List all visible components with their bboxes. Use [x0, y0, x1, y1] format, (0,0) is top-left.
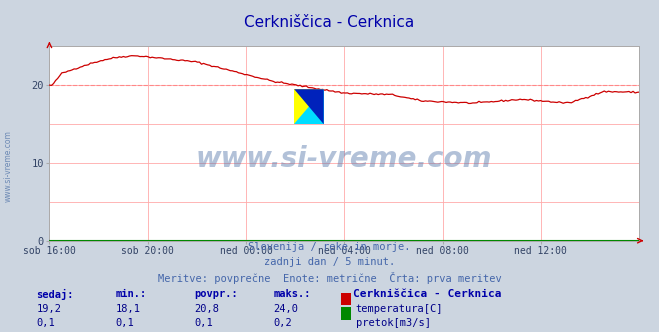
- Text: 0,1: 0,1: [36, 318, 55, 328]
- Text: Cerkniščica - Cerknica: Cerkniščica - Cerknica: [353, 289, 501, 299]
- Text: www.si-vreme.com: www.si-vreme.com: [4, 130, 13, 202]
- Text: zadnji dan / 5 minut.: zadnji dan / 5 minut.: [264, 257, 395, 267]
- Text: Cerkniščica - Cerknica: Cerkniščica - Cerknica: [244, 15, 415, 30]
- Text: www.si-vreme.com: www.si-vreme.com: [196, 145, 492, 173]
- FancyBboxPatch shape: [294, 89, 324, 124]
- Text: 0,1: 0,1: [194, 318, 213, 328]
- Text: pretok[m3/s]: pretok[m3/s]: [356, 318, 431, 328]
- Text: povpr.:: povpr.:: [194, 289, 238, 299]
- Text: 20,8: 20,8: [194, 304, 219, 314]
- Text: temperatura[C]: temperatura[C]: [356, 304, 444, 314]
- Text: 18,1: 18,1: [115, 304, 140, 314]
- Text: 24,0: 24,0: [273, 304, 299, 314]
- Text: 0,1: 0,1: [115, 318, 134, 328]
- Text: 19,2: 19,2: [36, 304, 61, 314]
- Text: Meritve: povprečne  Enote: metrične  Črta: prva meritev: Meritve: povprečne Enote: metrične Črta:…: [158, 272, 501, 284]
- Text: 0,2: 0,2: [273, 318, 292, 328]
- Text: maks.:: maks.:: [273, 289, 311, 299]
- Text: min.:: min.:: [115, 289, 146, 299]
- Text: Slovenija / reke in morje.: Slovenija / reke in morje.: [248, 242, 411, 252]
- Text: sedaj:: sedaj:: [36, 289, 74, 300]
- Polygon shape: [294, 89, 324, 124]
- Polygon shape: [294, 89, 324, 124]
